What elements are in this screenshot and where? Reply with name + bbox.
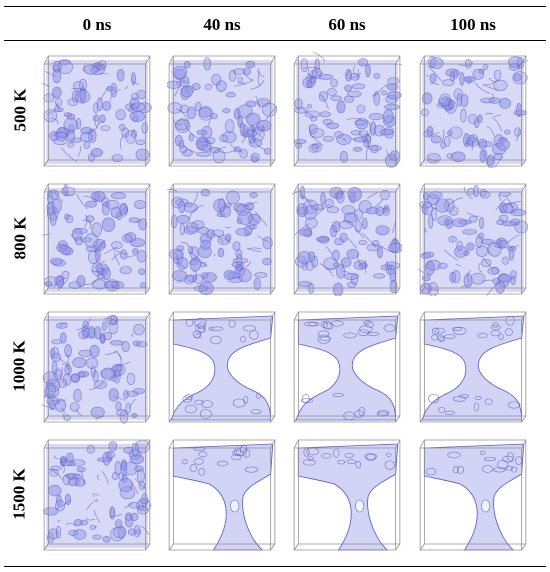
snapshot-image <box>293 439 401 551</box>
snapshot-image <box>43 439 152 551</box>
dense-network-structure <box>167 188 273 296</box>
simulation-box-outline <box>293 55 401 167</box>
snapshot-500k-100ns <box>418 52 528 168</box>
snapshot-1000k-100ns <box>418 308 528 424</box>
column-header-40ns: 40 ns <box>203 15 241 34</box>
dense-network-structure <box>42 59 152 164</box>
snapshot-image <box>167 55 277 167</box>
dense-network-structure <box>420 56 528 168</box>
snapshot-image <box>168 439 276 551</box>
dense-network-structure <box>167 57 277 164</box>
simulation-box-outline <box>293 439 401 551</box>
coarsened-structure <box>297 443 399 551</box>
snapshot-image <box>293 52 402 168</box>
snapshot-1000k-0ns <box>42 308 152 424</box>
snapshot-800k-100ns <box>418 180 528 296</box>
coarsened-structure <box>172 443 274 551</box>
snapshot-image <box>293 311 401 423</box>
simulation-box-outline <box>168 55 276 167</box>
snapshot-image <box>42 311 151 424</box>
dense-network-structure <box>43 439 152 548</box>
necking-structure <box>170 315 274 421</box>
snapshot-image <box>418 183 528 296</box>
necking-structure <box>421 315 525 421</box>
simulation-box-outline <box>168 183 276 295</box>
column-header-0ns: 0 ns <box>82 15 112 34</box>
snapshot-image <box>42 55 152 167</box>
snapshot-1000k-40ns <box>167 308 277 424</box>
simulation-box-outline <box>43 439 151 551</box>
simulation-box-outline <box>43 183 151 295</box>
simulation-box-outline <box>168 439 276 551</box>
snapshot-1500k-100ns <box>418 436 528 552</box>
simulation-box-outline <box>419 55 527 167</box>
dense-network-structure <box>418 184 528 296</box>
snapshot-image <box>167 183 276 296</box>
simulation-box-outline <box>419 439 527 551</box>
snapshot-image <box>419 311 527 423</box>
snapshot-800k-0ns <box>42 180 152 296</box>
row-header-1000k: 1000 K <box>10 340 30 392</box>
dense-network-structure <box>42 314 148 424</box>
snapshot-1000k-60ns <box>292 308 402 424</box>
snapshot-image <box>419 439 527 551</box>
dense-network-structure <box>42 184 148 292</box>
snapshot-500k-60ns <box>292 52 402 168</box>
table-top-rule <box>4 6 546 7</box>
table-header-rule <box>4 40 546 41</box>
coarsened-structure <box>423 443 525 551</box>
dense-network-structure <box>292 185 402 296</box>
snapshot-1500k-0ns <box>42 436 152 552</box>
table-bottom-rule <box>4 566 546 567</box>
snapshot-500k-0ns <box>42 52 152 168</box>
simulation-box-outline <box>168 311 276 423</box>
row-header-800k: 800 K <box>10 216 30 260</box>
simulation-box-outline <box>43 311 151 423</box>
snapshot-image <box>292 183 402 296</box>
snapshot-image <box>419 55 528 168</box>
snapshot-500k-40ns <box>167 52 277 168</box>
snapshot-1500k-60ns <box>292 436 402 552</box>
snapshot-800k-60ns <box>292 180 402 296</box>
snapshot-image <box>42 183 151 295</box>
simulation-box-outline <box>293 183 401 295</box>
simulation-box-outline <box>293 311 401 423</box>
row-header-500k: 500 K <box>10 88 30 132</box>
snapshot-image <box>168 311 276 423</box>
snapshot-800k-40ns <box>167 180 277 296</box>
snapshot-1500k-40ns <box>167 436 277 552</box>
dense-network-structure <box>293 52 402 168</box>
simulation-box-outline <box>419 183 527 295</box>
column-header-100ns: 100 ns <box>450 15 496 34</box>
row-header-1500k: 1500 K <box>10 468 30 520</box>
simulation-box-outline <box>419 311 527 423</box>
necking-structure <box>295 315 399 421</box>
column-header-60ns: 60 ns <box>328 15 366 34</box>
simulation-box-outline <box>43 55 151 167</box>
